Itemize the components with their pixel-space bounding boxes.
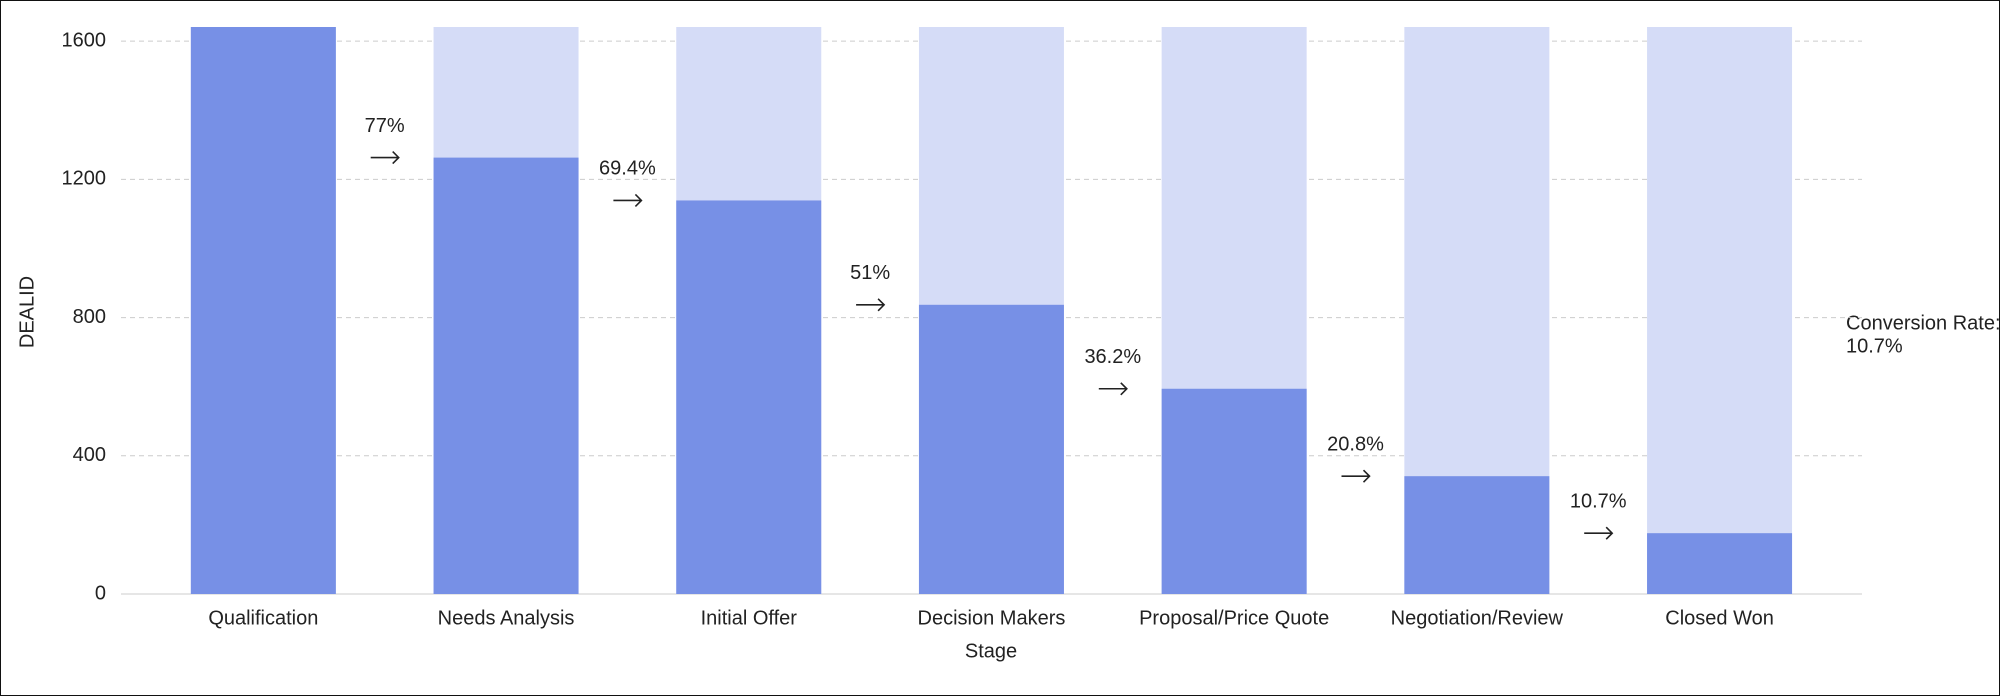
arrow	[1584, 526, 1614, 540]
x-tick-label: Proposal/Price Quote	[1139, 607, 1329, 629]
bar	[918, 304, 1064, 594]
annotation-value: 10.7%	[1846, 335, 1903, 357]
x-tick-label: Decision Makers	[918, 607, 1066, 629]
x-tick-label: Closed Won	[1665, 607, 1774, 629]
x-axis-label: Stage	[965, 640, 1017, 662]
arrow	[1341, 469, 1371, 483]
arrow	[856, 298, 886, 312]
bar	[433, 157, 579, 595]
y-tick-label: 1200	[62, 168, 107, 190]
annotation: Conversion Rate:	[1846, 312, 2000, 334]
y-tick-label: 400	[73, 444, 106, 466]
rate-label: 77%	[365, 115, 405, 137]
bar	[676, 200, 822, 595]
bar	[1161, 388, 1307, 594]
bar-background	[1647, 27, 1793, 594]
y-axis-label: DEALID	[16, 276, 38, 348]
arrow	[370, 151, 400, 165]
y-tick-label: 800	[73, 306, 106, 328]
bar	[190, 27, 336, 594]
rate-label: 51%	[850, 262, 890, 284]
bar	[1404, 476, 1550, 594]
x-tick-label: Qualification	[208, 607, 318, 629]
arrow	[613, 193, 643, 208]
x-tick-label: Needs Analysis	[438, 607, 575, 629]
x-tick-label: Initial Offer	[701, 607, 798, 629]
rate-label: 69.4%	[599, 158, 656, 180]
bar	[1647, 533, 1793, 594]
rate-label: 20.8%	[1327, 433, 1384, 455]
y-tick-label: 0	[95, 582, 106, 604]
rate-label: 10.7%	[1570, 490, 1627, 512]
x-tick-label: Negotiation/Review	[1391, 607, 1564, 629]
arrow	[1098, 382, 1128, 396]
rate-label: 36.2%	[1084, 346, 1141, 368]
y-tick-label: 1600	[62, 29, 107, 51]
